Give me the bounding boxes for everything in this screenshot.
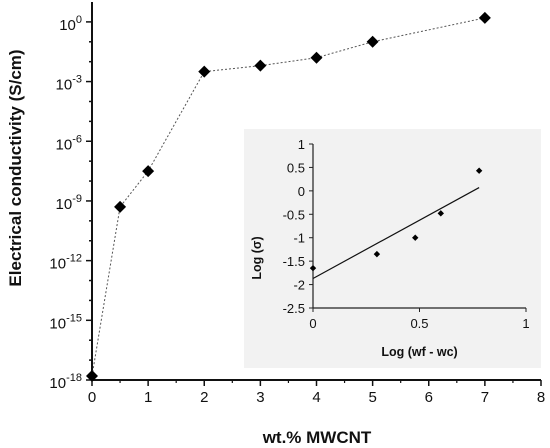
data-point-marker [366, 35, 379, 48]
x-tick-label: 4 [312, 389, 320, 406]
y-tick-base: 10 [49, 256, 66, 273]
inset-data-point-marker [437, 210, 444, 217]
y-tick-label: 10-18 [49, 372, 82, 392]
data-point-marker [142, 165, 155, 178]
y-tick-label: 10-12 [49, 253, 82, 273]
y-tick-exponent: -6 [72, 133, 82, 145]
x-tick-label: 8 [537, 389, 545, 406]
y-tick-exponent: -18 [66, 372, 82, 384]
inset-data-point-marker [309, 264, 317, 272]
inset-x-tick-label: 0 [309, 316, 316, 331]
inset-fit-line [312, 187, 480, 280]
data-point-marker [114, 200, 127, 213]
inset-data-point-marker [475, 167, 483, 174]
inset-data-point-marker [412, 234, 419, 241]
inset-y-tick-label: 0 [298, 184, 305, 199]
inset-x-axis-title: Log (wf - wc) [381, 345, 457, 359]
x-axis-title: wt.% MWCNT [262, 428, 372, 447]
y-tick-base: 10 [59, 17, 76, 34]
inset-y-tick-label: 1 [298, 137, 305, 152]
inset-background [244, 129, 541, 368]
y-axis-title: Electrical conductivity (S/cm) [6, 49, 25, 286]
data-point-marker [86, 370, 98, 383]
x-tick-label: 0 [88, 389, 96, 406]
y-tick-label: 10-9 [56, 193, 82, 213]
inset-y-tick-label: -0.5 [283, 207, 305, 222]
data-point-marker [254, 59, 267, 72]
y-tick-label: 10-6 [56, 133, 82, 153]
inset-y-tick-label: -2.5 [283, 301, 305, 316]
y-tick-exponent: -12 [66, 253, 82, 265]
y-tick-base: 10 [56, 196, 73, 213]
y-tick-exponent: 0 [76, 14, 82, 26]
inset-y-tick-label: -1.5 [283, 254, 305, 269]
y-tick-base: 10 [49, 375, 66, 392]
y-tick-base: 10 [56, 77, 73, 94]
inset-y-tick-label: -1 [293, 231, 305, 246]
inset-data-point-marker [373, 250, 381, 258]
inset-y-axis-title: Log (σ) [250, 236, 264, 279]
data-point-marker [310, 51, 323, 64]
y-tick-exponent: -15 [66, 312, 82, 324]
y-tick-label: 100 [59, 14, 82, 34]
x-tick-label: 7 [481, 389, 489, 406]
x-tick-label: 3 [256, 389, 264, 406]
y-tick-label: 10-15 [49, 312, 82, 332]
inset-y-tick-label: 0.5 [287, 160, 305, 175]
x-tick-label: 2 [200, 389, 208, 406]
y-tick-exponent: -3 [72, 74, 82, 86]
x-tick-label: 6 [425, 389, 433, 406]
x-tick-label: 5 [368, 389, 376, 406]
inset-chart: 1 0.5 0 -0.5 -1 -1.5 -2 -2.5 0 0.5 1 Log (wf - wc) L… [244, 129, 541, 368]
y-tick-base: 10 [56, 136, 73, 153]
inset-x-tick-label: 1 [522, 316, 529, 331]
data-point-marker [198, 65, 211, 78]
inset-x-tick-label: 0.5 [410, 316, 428, 331]
y-tick-label: 10-3 [56, 74, 82, 94]
inset-y-tick-label: -2 [293, 278, 305, 293]
y-tick-exponent: -9 [72, 193, 82, 205]
x-tick-label: 1 [144, 389, 152, 406]
data-point-marker [478, 11, 491, 24]
series-connector-line [91, 17, 485, 377]
y-tick-base: 10 [49, 315, 66, 332]
